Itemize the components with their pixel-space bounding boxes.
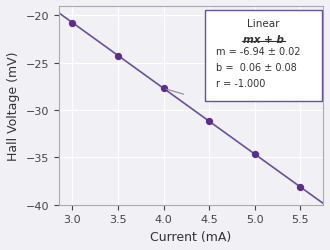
- Point: [207, 120, 212, 124]
- Text: Linear: Linear: [247, 19, 280, 29]
- Text: m = -6.94 ± 0.02: m = -6.94 ± 0.02: [216, 46, 301, 56]
- Point: [70, 22, 75, 26]
- X-axis label: Current (mA): Current (mA): [150, 230, 232, 243]
- Text: mx + b: mx + b: [243, 35, 284, 44]
- Point: [161, 87, 166, 91]
- Text: b =  0.06 ± 0.08: b = 0.06 ± 0.08: [216, 62, 297, 72]
- Point: [115, 54, 120, 58]
- Text: r = -1.000: r = -1.000: [216, 78, 265, 88]
- Point: [252, 152, 257, 156]
- Point: [298, 185, 303, 189]
- FancyBboxPatch shape: [206, 11, 322, 102]
- Y-axis label: Hall Voltage (mV): Hall Voltage (mV): [7, 52, 20, 160]
